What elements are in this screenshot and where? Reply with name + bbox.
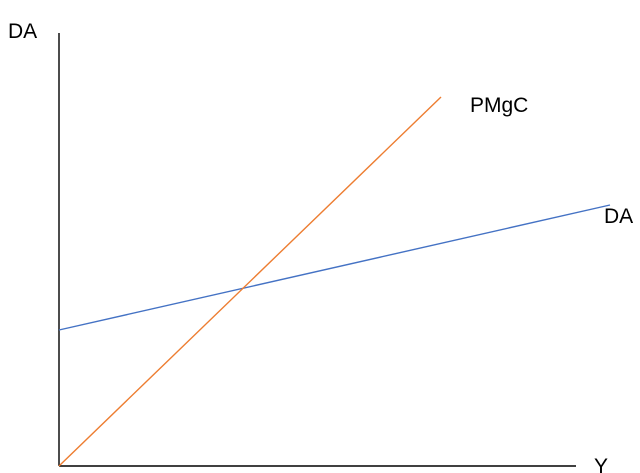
- pmgc-line-label: PMgC: [470, 94, 528, 117]
- y-axis-label: DA: [8, 20, 37, 43]
- pmgc-line: [58, 96, 442, 467]
- da-line: [58, 204, 611, 331]
- da-line-label: DA: [604, 205, 633, 228]
- x-axis-label: Y: [594, 455, 608, 473]
